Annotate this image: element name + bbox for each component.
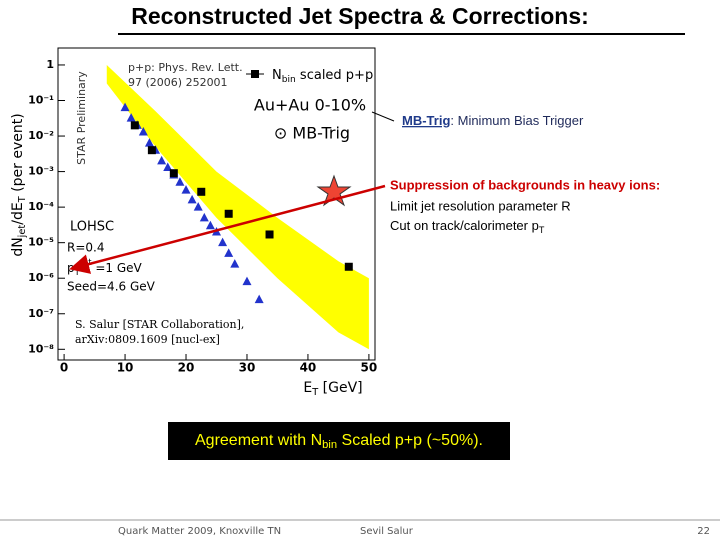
y-tick-label: 10⁻² xyxy=(28,129,54,142)
agreement-box xyxy=(168,422,510,460)
r-label: R=0.4 xyxy=(67,241,104,255)
x-tick-label: 20 xyxy=(178,361,195,375)
agreement-part: Agreement with N xyxy=(195,432,322,449)
y-axis-label: dNjet/dET (per event) xyxy=(10,113,28,256)
legend-pp: Nbin scaled p+p xyxy=(272,68,373,85)
seed-label: Seed=4.6 GeV xyxy=(67,280,156,294)
y-tick-label: 10⁻⁶ xyxy=(28,271,54,284)
x-axis-label: ET [GeV] xyxy=(303,380,362,398)
systematic-band xyxy=(106,64,369,350)
point xyxy=(175,177,185,186)
mb-arrow xyxy=(371,111,395,122)
y-label-part: dN xyxy=(10,237,26,256)
point xyxy=(344,262,353,271)
suppression-arrow xyxy=(69,184,386,274)
suppression-title: Suppression of backgrounds in heavy ions… xyxy=(390,177,660,192)
point xyxy=(169,169,178,178)
point xyxy=(242,276,252,286)
x-tick-label: 0 xyxy=(60,361,68,375)
footer-author: Sevil Salur xyxy=(360,526,414,537)
mb-note: MB-Trig: Minimum Bias Trigger xyxy=(402,113,584,128)
suppression-item: Limit jet resolution parameter R xyxy=(390,198,571,213)
x-label-sub: T xyxy=(311,387,319,398)
slide-title: Reconstructed Jet Spectra & Corrections: xyxy=(131,3,589,29)
legend-part: scaled p+p xyxy=(296,68,373,83)
point xyxy=(130,121,139,130)
point xyxy=(120,102,130,112)
y-tick-label: 10⁻³ xyxy=(28,165,54,178)
y-tick-label: 10⁻⁸ xyxy=(28,342,54,355)
point xyxy=(147,146,156,155)
mb-definition: : Minimum Bias Trigger xyxy=(450,113,584,128)
plot-frame xyxy=(57,47,376,361)
point xyxy=(230,259,240,268)
y-tick-label: 10⁻⁵ xyxy=(28,236,54,249)
point xyxy=(254,294,264,304)
suppression-part: Cut on track/calorimeter p xyxy=(390,218,539,233)
point xyxy=(224,248,234,257)
point xyxy=(218,237,228,247)
footer-event: Quark Matter 2009, Knoxville TN xyxy=(118,526,281,537)
y-label-part: (per event) xyxy=(10,113,26,196)
suppression-sub: T xyxy=(539,225,545,235)
x-tick-label: 30 xyxy=(239,361,256,375)
legend-auau: ⊙ MB-Trig xyxy=(274,124,350,143)
point xyxy=(197,187,206,196)
x-label-part: [GeV] xyxy=(318,380,362,396)
x-tick-label: 40 xyxy=(300,361,317,375)
ptcut-part: p xyxy=(67,261,75,275)
y-tick-label: 1 xyxy=(46,58,54,71)
point xyxy=(224,209,233,218)
point xyxy=(193,202,203,211)
suppression-item: Cut on track/calorimeter pT xyxy=(390,218,545,235)
y-tick-label: 10⁻¹ xyxy=(28,94,54,107)
star-logo xyxy=(316,174,352,207)
y-label-sub: jet xyxy=(17,225,28,239)
legend-sub: bin xyxy=(282,75,296,85)
point xyxy=(144,138,154,147)
point xyxy=(205,220,215,230)
pp-reference: 97 (2006) 252001 xyxy=(128,76,228,89)
preliminary-label: STAR Preliminary xyxy=(75,71,88,165)
point xyxy=(181,185,191,194)
mb-term: MB-Trig xyxy=(402,113,450,128)
plot xyxy=(106,64,369,350)
point xyxy=(163,162,173,172)
y-label-part: /dE xyxy=(10,202,26,224)
citation: S. Salur [STAR Collaboration], xyxy=(75,318,244,331)
citation: arXiv:0809.1609 [nucl-ex] xyxy=(75,333,220,346)
point xyxy=(157,155,167,165)
point xyxy=(199,212,209,222)
algo-label: LOHSC xyxy=(70,220,114,235)
footer-page: 22 xyxy=(697,526,710,537)
point xyxy=(265,230,274,239)
point xyxy=(126,113,136,122)
x-tick-label: 50 xyxy=(361,361,378,375)
y-tick-label: 10⁻⁷ xyxy=(28,307,54,320)
pp-reference: p+p: Phys. Rev. Lett. xyxy=(128,61,243,74)
x-tick-label: 10 xyxy=(117,361,134,375)
y-label-sub: T xyxy=(17,195,28,203)
agreement-text: Agreement with Nbin Scaled p+p (~50%). xyxy=(195,432,483,451)
point xyxy=(138,126,148,136)
legend-marker xyxy=(251,70,259,78)
y-tick-label: 10⁻⁴ xyxy=(28,200,54,213)
point xyxy=(187,194,197,204)
ptcut-part: =1 GeV xyxy=(92,261,143,275)
agreement-part: Scaled p+p (~50%). xyxy=(337,432,483,449)
x-label-part: E xyxy=(303,380,312,396)
legend-part: N xyxy=(272,68,282,83)
legend-auau: Au+Au 0-10% xyxy=(254,96,366,115)
agreement-sub: bin xyxy=(322,439,337,451)
